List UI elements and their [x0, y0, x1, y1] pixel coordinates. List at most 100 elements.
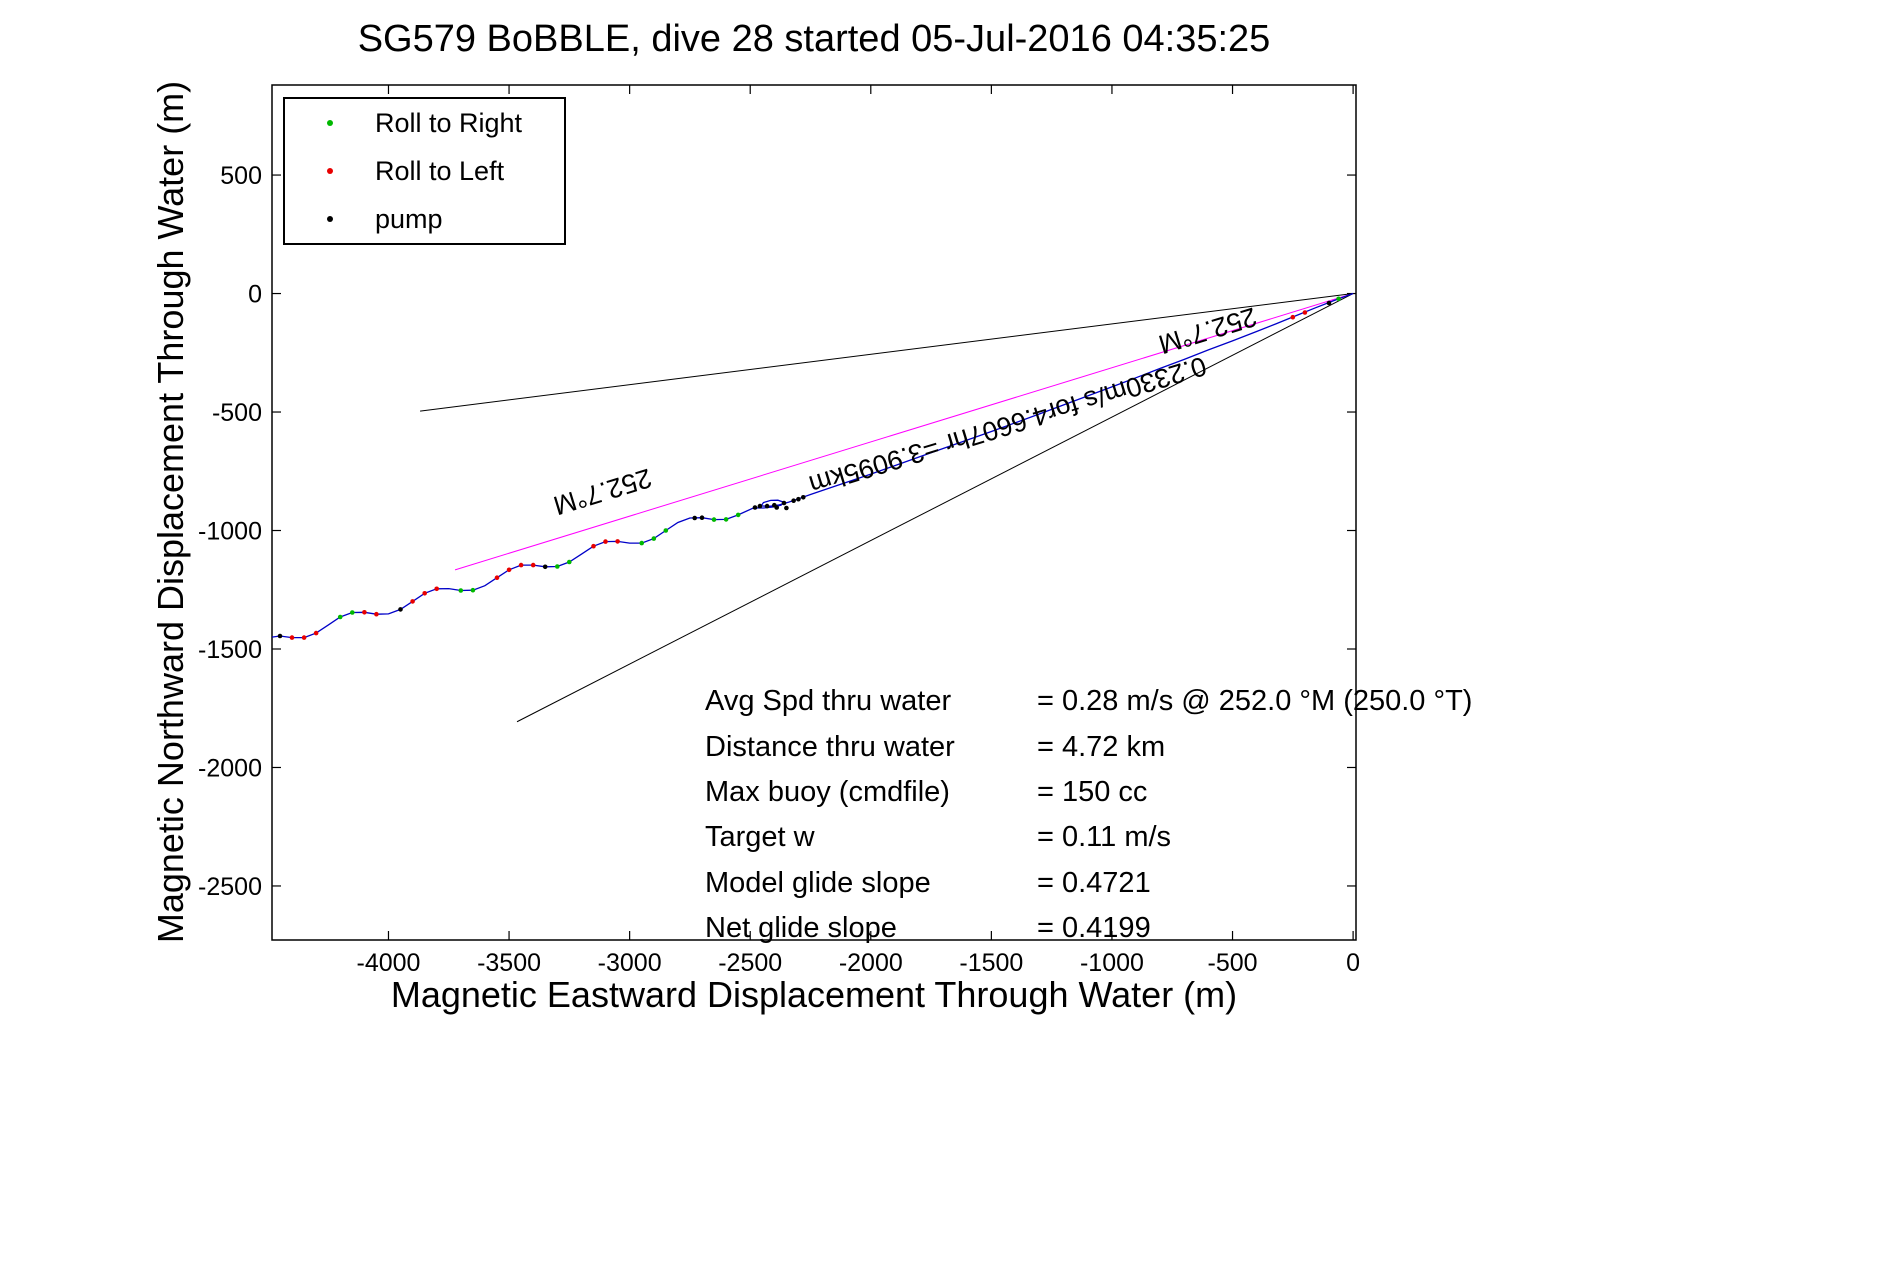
stat-model-glide-slope: Model glide slope = 0.4721	[705, 861, 1472, 906]
roll-left-marker	[1290, 314, 1296, 320]
roll-left-marker	[506, 567, 512, 573]
x-tick-label: -500	[1208, 949, 1258, 977]
stat-value: = 0.11 m/s	[1037, 821, 1172, 854]
roll-left-marker	[603, 539, 608, 544]
roll-right-marker	[1336, 296, 1341, 302]
roll-right-marker-icon	[327, 120, 333, 126]
stat-label: Model glide slope	[705, 866, 931, 899]
y-tick-label: -2500	[198, 873, 262, 901]
x-tick-label: 0	[1346, 949, 1360, 977]
legend-label: Roll to Left	[375, 156, 505, 186]
track-annotation: 0.2330m/s for4.6607hr =3.9095km	[806, 351, 1210, 501]
roll-left-marker	[289, 635, 295, 640]
y-axis-label: Magnetic Northward Displacement Through …	[150, 80, 191, 944]
roll-left-marker	[615, 539, 620, 544]
legend-item-roll-right: Roll to Right	[285, 99, 564, 147]
stat-label: Distance thru water	[705, 730, 955, 763]
pump-marker	[757, 503, 763, 509]
y-tick-label: -1000	[198, 518, 262, 546]
roll-left-marker	[362, 610, 367, 615]
roll-right-marker	[711, 517, 717, 522]
roll-left-marker	[422, 591, 428, 596]
pump-marker	[699, 515, 705, 520]
roll-right-marker	[723, 517, 729, 522]
roll-left-marker-icon	[327, 168, 333, 174]
pump-marker	[764, 503, 770, 509]
roll-left-marker	[434, 586, 440, 592]
roll-right-marker	[555, 564, 560, 569]
stat-value: = 0.28 m/s @ 252.0 °M (250.0 °T)	[1037, 685, 1473, 718]
roll-right-marker	[663, 528, 669, 533]
x-tick-label: -1500	[959, 949, 1023, 977]
y-tick-label: -2000	[198, 754, 262, 782]
pump-marker	[801, 495, 806, 500]
roll-right-marker	[651, 536, 657, 541]
axes-box	[271, 84, 1357, 941]
roll-left-marker	[518, 562, 524, 568]
pump-marker	[277, 633, 283, 639]
stat-value: = 4.72 km	[1037, 730, 1166, 763]
y-tick-label: -1500	[198, 636, 262, 664]
legend-item-roll-left: Roll to Left	[285, 147, 564, 195]
roll-right-marker	[639, 540, 644, 546]
stat-label: Max buoy (cmdfile)	[705, 775, 950, 808]
roll-left-marker	[374, 611, 379, 617]
cone-upper-line	[420, 293, 1354, 412]
track-annotation: 252.7°M	[1155, 301, 1260, 359]
roll-left-marker	[301, 635, 307, 640]
roll-left-marker	[410, 599, 415, 604]
x-tick-label: -2500	[718, 949, 782, 977]
stat-value: = 0.4199	[1037, 912, 1151, 945]
dive-track	[271, 292, 1354, 639]
pump-marker	[1326, 300, 1332, 306]
stat-label: Avg Spd thru water	[705, 685, 952, 718]
roll-left-marker	[591, 543, 596, 549]
pump-marker-icon	[327, 216, 333, 222]
y-tick-label: -500	[212, 399, 262, 427]
x-axis-label: Magnetic Eastward Displacement Through W…	[390, 974, 1238, 1015]
stat-target-w: Target w = 0.11 m/s	[705, 815, 1472, 860]
pump-marker	[791, 498, 796, 504]
stat-label: Net glide slope	[705, 912, 897, 945]
roll-right-marker	[735, 512, 741, 518]
legend: Roll to Right Roll to Left pump	[283, 97, 566, 245]
pump-marker	[692, 515, 697, 521]
heading-line	[454, 293, 1354, 571]
stat-value: = 0.4721	[1037, 866, 1151, 899]
plot-title: SG579 BoBBLE, dive 28 started 05-Jul-201…	[357, 18, 1271, 60]
roll-right-marker	[470, 587, 476, 593]
roll-left-marker	[494, 575, 500, 580]
pump-marker	[784, 505, 789, 511]
pump-marker	[774, 505, 779, 510]
roll-right-marker	[567, 559, 572, 565]
stat-max-buoy: Max buoy (cmdfile) = 150 cc	[705, 770, 1472, 815]
legend-label: pump	[375, 204, 443, 234]
pump-marker	[542, 564, 548, 570]
stat-value: = 150 cc	[1037, 775, 1148, 808]
roll-right-marker	[458, 588, 464, 593]
roll-right-marker	[337, 614, 343, 620]
x-tick-label: -1000	[1080, 949, 1144, 977]
x-tick-label: -4000	[357, 949, 421, 977]
legend-item-pump: pump	[285, 195, 564, 243]
cone-lower-line	[516, 293, 1354, 723]
pump-marker	[398, 607, 403, 612]
x-tick-label: -2000	[839, 949, 903, 977]
pump-marker	[796, 496, 801, 502]
roll-left-marker	[313, 630, 319, 636]
stat-avg-speed: Avg Spd thru water = 0.28 m/s @ 252.0 °M…	[705, 679, 1472, 724]
x-tick-label: -3500	[477, 949, 541, 977]
legend-label: Roll to Right	[375, 108, 523, 138]
roll-left-marker	[530, 562, 536, 568]
stats-block: Avg Spd thru water = 0.28 m/s @ 252.0 °M…	[705, 679, 1472, 951]
roll-right-marker	[350, 610, 355, 615]
roll-left-marker	[1302, 310, 1308, 315]
x-tick-label: -3000	[598, 949, 662, 977]
stat-label: Target w	[705, 821, 815, 854]
pump-marker	[781, 500, 787, 506]
stat-net-glide-slope: Net glide slope = 0.4199	[705, 906, 1472, 951]
stat-distance: Distance thru water = 4.72 km	[705, 724, 1472, 769]
y-tick-label: 0	[248, 281, 262, 309]
